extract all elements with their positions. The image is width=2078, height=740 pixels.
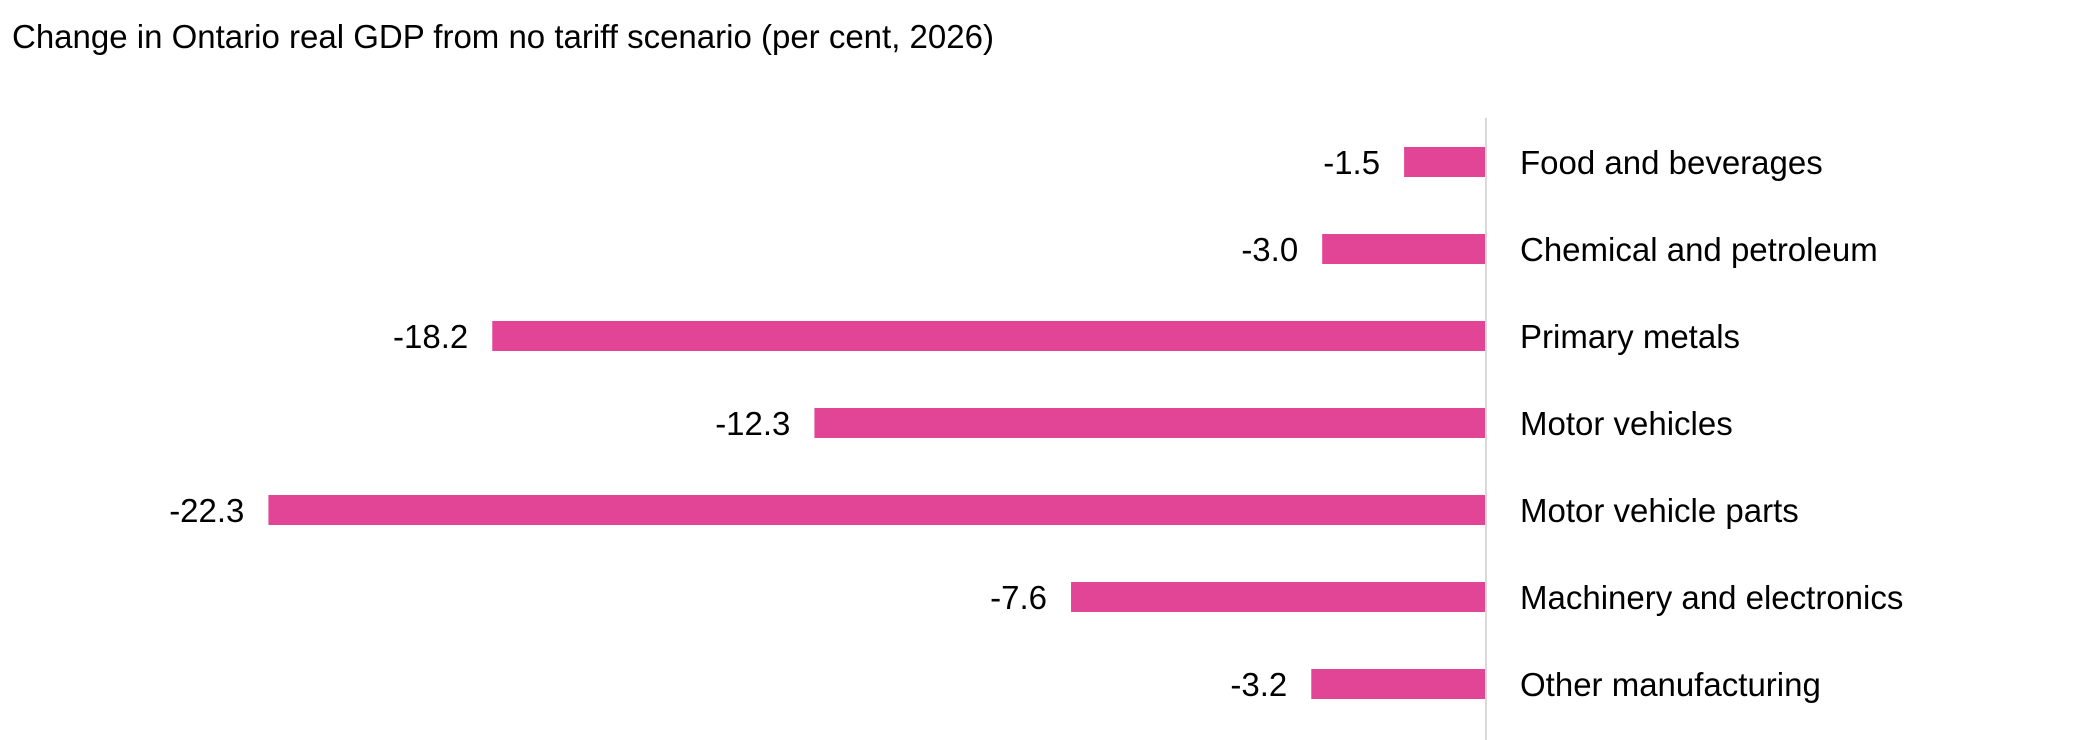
category-label: Other manufacturing [1520,666,1821,703]
category-labels-group: Food and beverages Chemical and petroleum… [1520,144,1903,703]
bar-3 [814,408,1486,438]
category-label: Motor vehicles [1520,405,1733,442]
category-label: Motor vehicle parts [1520,492,1799,529]
category-label: Primary metals [1520,318,1740,355]
value-label: -3.2 [1230,666,1287,703]
bar-1 [1322,234,1486,264]
category-label: Machinery and electronics [1520,579,1903,616]
category-label: Chemical and petroleum [1520,231,1878,268]
value-label: -18.2 [393,318,468,355]
bar-4 [268,495,1486,525]
value-label: -12.3 [715,405,790,442]
bar-2 [492,321,1486,351]
bars-group [268,147,1486,699]
value-label: -1.5 [1323,144,1380,181]
value-label: -22.3 [169,492,244,529]
bar-5 [1071,582,1486,612]
value-labels-group: -1.5 -3.0 -18.2 -12.3 -22.3 -7.6 -3.2 [169,144,1380,703]
category-label: Food and beverages [1520,144,1823,181]
chart-title: Change in Ontario real GDP from no tarif… [12,18,994,55]
bar-0 [1404,147,1486,177]
value-label: -7.6 [990,579,1047,616]
bar-6 [1311,669,1486,699]
value-label: -3.0 [1241,231,1298,268]
